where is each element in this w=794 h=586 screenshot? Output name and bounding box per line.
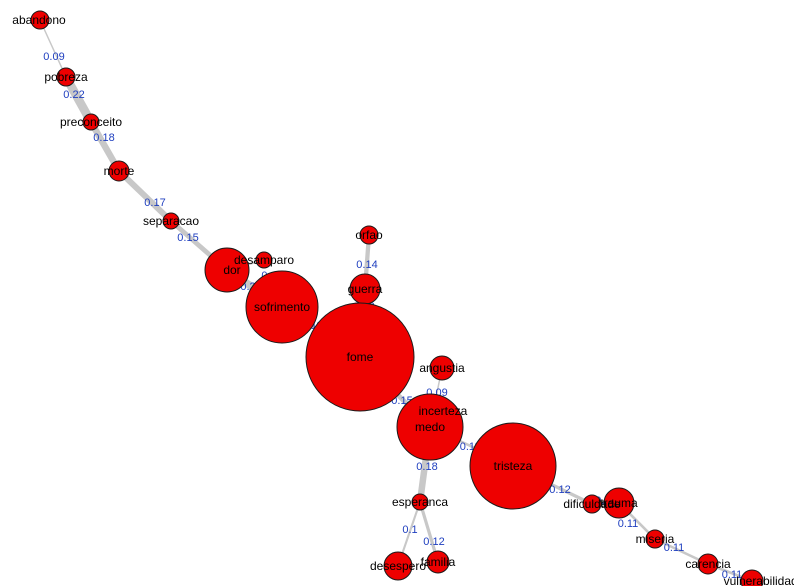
node-label-familia: familia [421, 555, 456, 569]
node-label-medo: medo [415, 420, 445, 434]
nodes-layer [30, 10, 764, 586]
node-label-desespero: desespero [370, 559, 426, 573]
edge-weight-label: 0.1 [402, 524, 417, 536]
node-label-dor: dor [223, 263, 240, 277]
node-preconceito [82, 113, 100, 131]
node-desespero [383, 551, 413, 581]
node-familia [426, 550, 450, 574]
edge-weight-label: 0.18 [416, 461, 437, 473]
node-vulnerabilidade [740, 569, 764, 586]
node-medo [396, 393, 464, 461]
node-label-carencia: carencia [685, 557, 731, 571]
node-desamparo [255, 251, 273, 269]
edge-weight-label: 0.12 [549, 484, 570, 496]
edge-weight-label: 0.11 [618, 518, 639, 530]
node-tristeza [469, 422, 557, 510]
edge-weight-label: 0.17 [144, 197, 165, 209]
node-label-desamparo: desamparo [234, 253, 294, 267]
node-label-miseria: miseria [636, 532, 675, 546]
node-label-orfao: orfao [355, 228, 383, 242]
node-esperanca [411, 493, 429, 511]
node-dificuldade [582, 494, 602, 514]
node-label-angustia: angustia [419, 361, 465, 375]
node-label-guerra: guerra [348, 282, 383, 296]
node-label-abandono: abandono [12, 13, 66, 27]
node-dor [204, 247, 250, 293]
node-label-incerteza: incerteza [419, 404, 468, 418]
node-label-esperanca: esperanca [392, 495, 448, 509]
node-label-preconceito: preconceito [60, 115, 122, 129]
node-abandono [30, 10, 50, 30]
node-sofrimento [245, 270, 319, 344]
node-label-morte: morte [104, 164, 135, 178]
node-label-dificuldade: dificuldade [563, 497, 621, 511]
node-fome [305, 302, 415, 412]
node-label-pobreza: pobreza [44, 70, 88, 84]
edge-weight-label: 0.15 [177, 232, 198, 244]
node-miseria [645, 529, 665, 549]
node-trauma [603, 487, 635, 519]
edge-weight-label: 0.18 [93, 132, 114, 144]
node-carencia [697, 553, 719, 575]
node-orfao [359, 225, 379, 245]
edge-weight-label: 0.11 [722, 569, 743, 581]
node-label-sofrimento: sofrimento [254, 300, 310, 314]
node-label-vulnerabilidade: vulnerabilidade [724, 574, 794, 586]
edge-morte-separacao [116, 168, 174, 224]
node-angustia [429, 355, 455, 381]
edge-weight-label: 0.14 [356, 259, 377, 271]
edge-abandono-pobreza [39, 19, 67, 78]
node-label-tristeza: tristeza [494, 459, 533, 473]
node-label-trauma: trauma [600, 496, 638, 510]
edge-weight-label: 0.11 [664, 542, 685, 554]
node-separacao [162, 212, 180, 230]
node-label-separacao: separacao [143, 214, 199, 228]
node-label-fome: fome [347, 350, 374, 364]
edge-weight-label: 0.12 [423, 536, 444, 548]
edge-weight-label: 0.22 [63, 89, 84, 101]
edge-weight-label: 0.09 [43, 51, 64, 63]
node-labels-layer: abandono pobreza preconceito morte separacao… [12, 13, 794, 586]
node-morte [108, 160, 130, 182]
node-pobreza [56, 67, 76, 87]
